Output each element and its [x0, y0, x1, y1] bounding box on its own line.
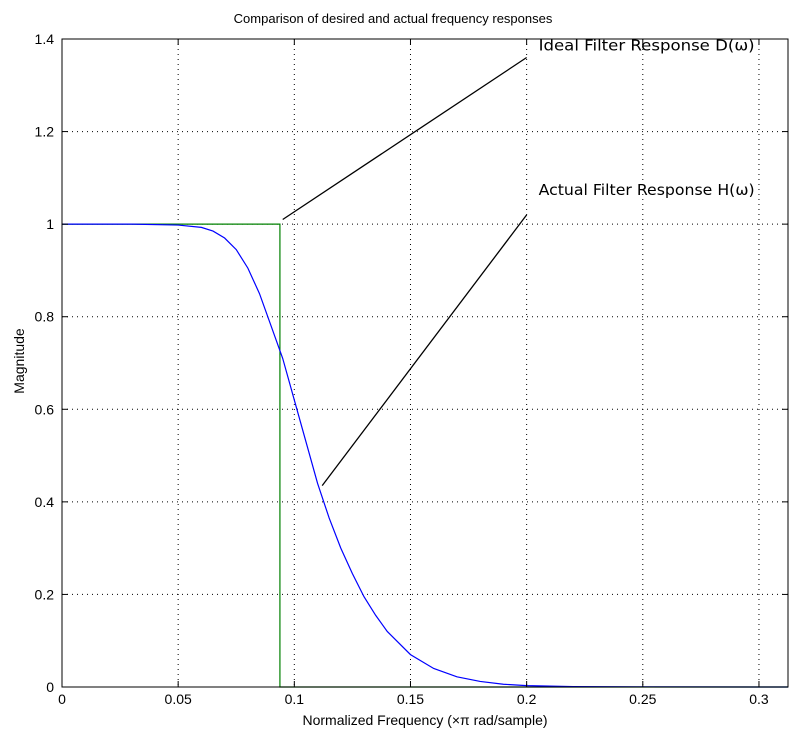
- x-tick-label: 0.15: [397, 691, 424, 707]
- actual-response-line: [62, 223, 788, 688]
- annotations: Ideal Filter Response D(ω) Actual Filter …: [282, 37, 755, 487]
- ideal-response-line: [62, 223, 788, 688]
- annotation-label: Actual Filter Response H(ω): [539, 181, 755, 199]
- x-tick-label: 0.05: [165, 691, 192, 707]
- grid-lines: [62, 39, 788, 687]
- y-tick-label: 0.8: [35, 309, 55, 325]
- axis-ticks: 0 0.05 0.1 0.15 0.2 0.25 0.3 0 0.2 0.4 0.6 0.8 1 1.2 1…: [35, 31, 788, 707]
- x-tick-label: 0: [58, 691, 66, 707]
- x-tick-label: 0.25: [629, 691, 656, 707]
- x-tick-label: 0.1: [285, 691, 305, 707]
- annotation-label: Ideal Filter Response D(ω): [539, 37, 755, 55]
- y-tick-label: 0.2: [35, 586, 55, 602]
- y-axis-label: Magnitude: [11, 328, 27, 394]
- x-axis-label: Normalized Frequency (×π rad/sample): [302, 712, 547, 728]
- y-tick-label: 0.6: [35, 401, 55, 417]
- y-tick-label: 1.2: [35, 124, 55, 140]
- y-tick-label: 0: [46, 679, 54, 695]
- x-tick-label: 0.3: [749, 691, 769, 707]
- series-lines: [62, 223, 788, 688]
- chart-title: Comparison of desired and actual frequen…: [234, 11, 553, 26]
- y-tick-label: 0.4: [35, 494, 55, 510]
- y-tick-label: 1.4: [35, 31, 55, 47]
- x-tick-label: 0.2: [517, 691, 537, 707]
- annotation-pointer-line: [321, 214, 528, 487]
- y-tick-label: 1: [46, 216, 54, 232]
- annotation-pointer-line: [282, 56, 527, 221]
- plot-area-border: [61, 38, 789, 688]
